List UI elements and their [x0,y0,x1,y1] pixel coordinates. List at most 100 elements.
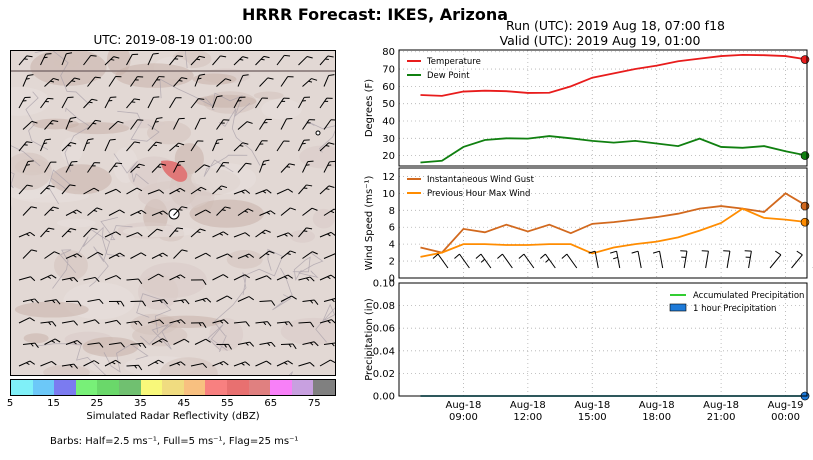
y-tick-label: 40 [382,116,395,127]
wind-barb [130,119,144,130]
terrain-patch [11,152,52,191]
wind-barb [259,118,272,130]
colorbar-swatch [291,380,314,395]
plot-frame [398,49,808,167]
wind-barb [280,207,296,216]
terrain-contour [184,51,188,69]
wind-barb [173,77,188,87]
terrain-contour [113,153,149,185]
wind-barb [44,338,61,345]
terrain-contour [207,324,228,353]
wind-barb [319,97,333,109]
colorbar-swatch [226,380,249,395]
y-axis-label: Wind Speed (ms⁻¹) [364,175,375,270]
wind-barb [298,184,313,195]
wind-barb [108,342,125,348]
terrain-patch [14,301,89,318]
wind-barb [147,189,165,195]
map-terrain [11,51,335,375]
wind-barb [130,163,145,173]
wind-barb [233,56,249,66]
wind-barb [319,359,335,367]
wind-barb [298,362,315,367]
wind-barb [22,160,34,173]
chart-panel-2: 0 2 4 6 8 10 12 Wind Speed (ms⁻¹) Instantaneous … [364,167,813,285]
wind-barb [83,187,100,195]
y-axis-label: Degrees (F) [364,79,375,137]
terrain-contour [240,248,284,278]
wind-barb [259,300,276,306]
terrain-contour [34,51,91,106]
series-line [420,53,808,97]
wind-barb [280,76,294,87]
terrain-patch [253,91,284,100]
wind-barb [130,252,147,259]
wind-barb [130,209,147,216]
colorbar-tick-label: 5 [6,398,14,409]
reflectivity-colorbar [10,379,336,396]
colorbar-tick-label: 35 [134,398,147,409]
wind-barb [237,341,255,347]
wind-barb [40,138,51,152]
x-tick-label-time: 18:00 [642,412,671,423]
wind-barb [173,160,185,173]
y-tick-label: 30 [382,134,395,145]
terrain-patch [138,180,212,211]
wind-barb [319,185,335,195]
wind-barb [18,96,31,109]
wind-barb [147,141,162,152]
wind-barb [259,77,274,87]
wind-barb [298,227,313,238]
terrain-patch [43,364,90,375]
wind-barb [40,321,57,327]
terrain-patch [289,229,316,243]
x-tick-label-date: Aug-18 [445,400,481,411]
wind-barb [44,206,59,216]
y-tick-label: 0.04 [373,346,395,357]
wind-barb [194,164,210,173]
terrain-contour [52,249,77,289]
wind-barb [169,227,184,238]
wind-barb [151,210,169,216]
wind-barb [18,141,33,152]
wind-barb [540,253,556,269]
terrain-contour [36,343,106,375]
y-tick-label: 2 [389,257,395,268]
terrain-contour [103,343,149,373]
wind-barb [61,52,73,66]
x-tick-label-time: 15:00 [578,412,607,423]
wind-barb [280,295,297,302]
map-title: UTC: 2019-08-19 01:00:00 [93,33,253,47]
wind-barb [108,162,123,173]
legend-label: Dew Point [427,71,470,81]
wind-barb [216,253,233,259]
wind-barb [44,161,57,173]
wind-barb [276,188,294,195]
y-tick-label: 60 [382,82,395,93]
wind-barb [319,319,335,324]
wind-barb [190,322,207,329]
terrain-patch [280,317,335,346]
terrain-contour [89,228,111,287]
terrain-patch [56,218,96,228]
wind-barb [212,95,223,109]
wind-barb [276,140,290,152]
terrain-patch [192,73,237,85]
wind-barb [18,276,36,282]
wind-barb [298,321,315,328]
wind-barb [83,276,100,283]
wind-barb [212,185,228,195]
wind-barb [83,138,94,152]
wind-barb [87,207,103,216]
wind-barb [22,342,39,349]
x-tick-label-date: Aug-19 [768,400,804,411]
wind-barb [237,121,253,130]
wind-barb [276,274,294,281]
wind-barb [87,162,101,173]
wind-barb [680,250,688,269]
terrain-patch [23,333,49,344]
x-tick-label-time: 09:00 [449,412,478,423]
wind-barb [237,162,252,173]
wind-barb [126,278,143,285]
wind-barb [323,160,335,173]
